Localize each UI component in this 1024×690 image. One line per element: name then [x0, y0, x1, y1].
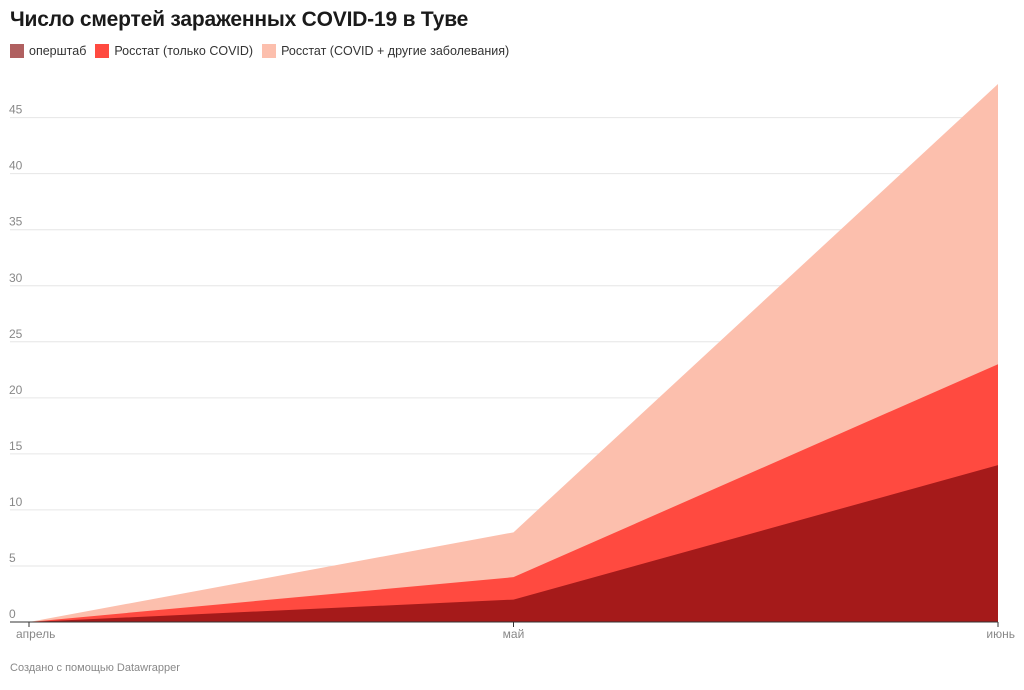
legend-swatch-operstab	[10, 44, 24, 58]
y-tick-label-25: 25	[9, 327, 23, 341]
y-tick-label-35: 35	[9, 215, 23, 229]
legend-label-operstab: оперштаб	[29, 44, 87, 58]
footer-credit: Создано с помощью Datawrapper	[10, 662, 180, 674]
legend-item-rosstat-total: Росстат (COVID + другие заболевания)	[262, 44, 509, 58]
y-tick-label-5: 5	[9, 551, 16, 565]
legend-label-rosstat-covid: Росстат (только COVID)	[114, 44, 254, 58]
y-tick-label-45: 45	[9, 103, 23, 117]
y-tick-label-0: 0	[9, 607, 16, 621]
legend-item-rosstat-covid: Росстат (только COVID)	[95, 44, 253, 58]
x-tick-label-1: май	[503, 627, 525, 641]
area-series-2	[29, 465, 998, 622]
x-tick-label-0: апрель	[16, 627, 55, 641]
legend-item-operstab: оперштаб	[10, 44, 86, 58]
y-tick-label-20: 20	[9, 383, 23, 397]
chart-title: Число смертей зараженных COVID-19 в Туве	[10, 8, 469, 31]
y-tick-label-15: 15	[9, 439, 23, 453]
y-tick-label-40: 40	[9, 159, 23, 173]
legend-swatch-rosstat-covid	[95, 44, 110, 58]
legend-swatch-rosstat-total	[262, 44, 277, 58]
legend-label-rosstat-total: Росстат (COVID + другие заболевания)	[281, 44, 510, 58]
y-tick-label-30: 30	[9, 271, 23, 285]
legend: оперштаб Росстат (только COVID) Росстат …	[10, 44, 518, 58]
y-tick-label-10: 10	[9, 495, 23, 509]
x-tick-label-2: июнь	[986, 627, 1015, 641]
